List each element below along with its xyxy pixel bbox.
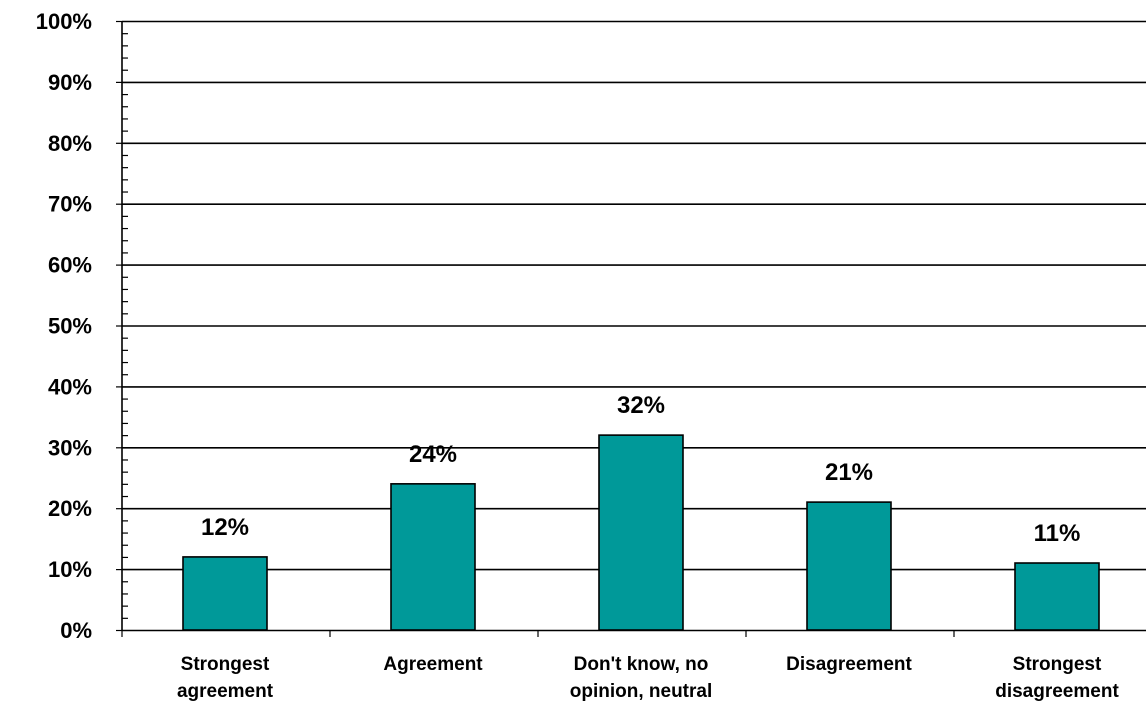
y-tick-label: 10%: [48, 557, 92, 582]
x-tick-label: Agreement: [383, 654, 483, 675]
y-tick-label: 80%: [48, 131, 92, 156]
y-tick-label: 100%: [36, 9, 92, 34]
bars: [182, 434, 1100, 631]
axes: [116, 20, 1146, 637]
y-tick-label: 40%: [48, 374, 92, 399]
gridlines: [122, 20, 1146, 571]
x-tick-label: Strongest disagreement: [995, 654, 1119, 702]
data-label: 32%: [617, 392, 665, 419]
y-tick-label: 50%: [48, 314, 92, 339]
y-tick-label: 90%: [48, 70, 92, 95]
x-tick-label: Don't know, no opinion, neutral: [570, 654, 713, 702]
data-label: 11%: [1034, 520, 1081, 547]
y-tick-label: 0%: [60, 618, 92, 643]
bar: [390, 483, 476, 631]
bar: [598, 434, 684, 631]
x-tick-label: Strongest agreement: [177, 654, 274, 702]
y-tick-label: 30%: [48, 435, 92, 460]
bar: [1014, 562, 1100, 631]
y-tick-label: 20%: [48, 496, 92, 521]
bar: [182, 556, 268, 631]
bar: [806, 501, 892, 631]
data-label: 24%: [409, 441, 457, 468]
labels: 0% 10% 20% 30% 40% 50% 60% 70% 80% 90% 100% 12% Stro…: [36, 9, 1120, 702]
data-label: 12%: [201, 514, 249, 541]
x-tick-label: Disagreement: [786, 654, 912, 675]
data-label: 21%: [825, 459, 873, 486]
y-tick-label: 70%: [48, 192, 92, 217]
y-tick-label: 60%: [48, 253, 92, 278]
